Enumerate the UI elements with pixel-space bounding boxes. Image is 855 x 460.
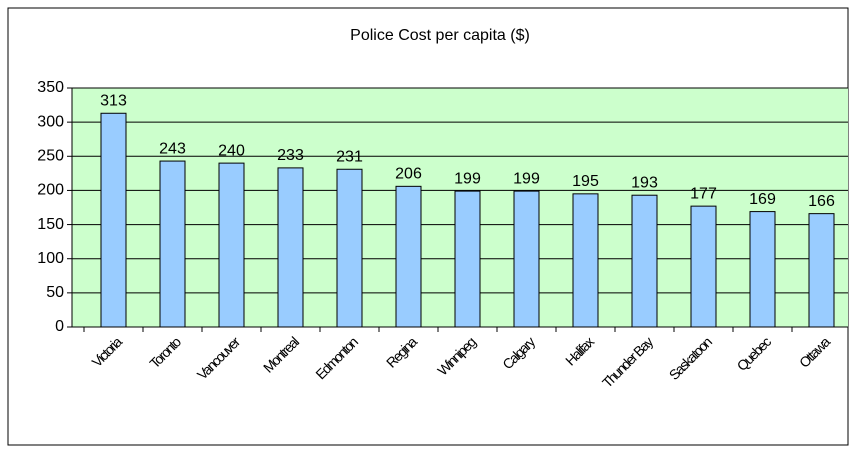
bar xyxy=(808,213,835,328)
value-label: 169 xyxy=(749,191,776,208)
value-label: 177 xyxy=(690,185,717,202)
bar xyxy=(159,160,186,328)
value-label: 199 xyxy=(513,170,540,187)
bar xyxy=(631,194,658,328)
bar xyxy=(336,168,363,328)
bar xyxy=(218,162,245,328)
value-label: 166 xyxy=(808,193,835,210)
value-label: 231 xyxy=(336,148,363,165)
y-tick-label: 100 xyxy=(37,250,64,267)
y-tick-label: 300 xyxy=(37,113,64,130)
bar xyxy=(749,211,776,328)
chart-title: Police Cost per capita ($) xyxy=(350,27,530,44)
y-tick-label: 200 xyxy=(37,182,64,199)
y-tick-label: 150 xyxy=(37,216,64,233)
value-label: 313 xyxy=(100,92,127,109)
y-tick-label: 0 xyxy=(55,318,64,335)
bar xyxy=(454,190,481,328)
value-label: 233 xyxy=(277,147,304,164)
y-tick-label: 50 xyxy=(46,284,64,301)
value-label: 193 xyxy=(631,174,658,191)
bar xyxy=(690,205,717,328)
value-label: 243 xyxy=(159,140,186,157)
value-label: 240 xyxy=(218,142,245,159)
bar xyxy=(572,193,599,328)
value-label: 195 xyxy=(572,173,599,190)
y-tick-label: 250 xyxy=(37,148,64,165)
value-label: 206 xyxy=(395,166,422,183)
bar xyxy=(100,112,127,328)
bar xyxy=(513,190,540,328)
bar xyxy=(395,185,422,328)
bar xyxy=(277,167,304,328)
value-label: 199 xyxy=(454,170,481,187)
y-tick-label: 350 xyxy=(37,79,64,96)
